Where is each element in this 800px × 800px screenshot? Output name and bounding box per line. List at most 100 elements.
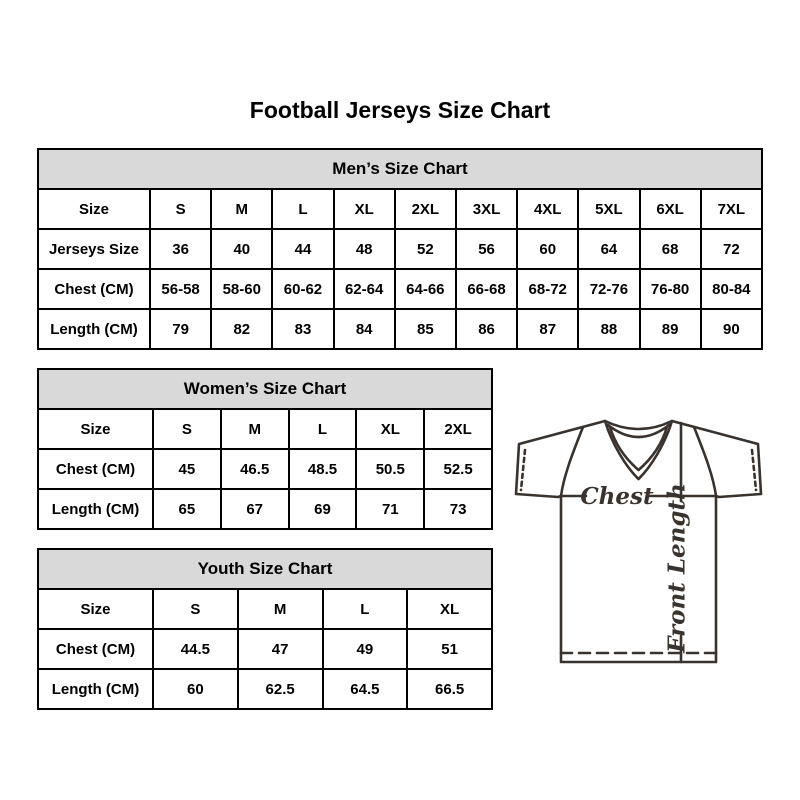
row-label: Length (CM) xyxy=(37,308,151,350)
jersey-measurement-diagram: Chest Front Length xyxy=(514,419,763,664)
value-cell: 58-60 xyxy=(210,268,274,310)
value-cell: 60 xyxy=(152,668,239,710)
value-cell: 45 xyxy=(152,448,222,490)
right-cuff-dashed-line xyxy=(750,448,758,492)
row-label: Chest (CM) xyxy=(37,628,154,670)
row-label: Chest (CM) xyxy=(37,268,151,310)
value-cell: 60 xyxy=(516,228,580,270)
youth-chest-row: Chest (CM) 44.5 47 49 51 xyxy=(37,628,493,670)
mens-size-row: Size S M L XL 2XL 3XL 4XL 5XL 6XL 7XL xyxy=(37,188,764,230)
value-cell: 51 xyxy=(406,628,493,670)
size-cell: S xyxy=(152,408,222,450)
size-cell: 7XL xyxy=(699,188,764,230)
left-cuff-dashed-line xyxy=(519,448,527,492)
value-cell: 84 xyxy=(332,308,396,350)
mens-chest-row: Chest (CM) 56-58 58-60 60-62 62-64 64-66… xyxy=(37,268,764,310)
value-cell: 80-84 xyxy=(699,268,764,310)
value-cell: 50.5 xyxy=(355,448,426,490)
value-cell: 86 xyxy=(454,308,519,350)
value-cell: 56-58 xyxy=(148,268,213,310)
value-cell: 52.5 xyxy=(423,448,493,490)
mens-size-table: Men’s Size Chart Size S M L XL 2XL 3XL 4… xyxy=(37,148,764,350)
value-cell: 62.5 xyxy=(236,668,324,710)
womens-header-row: Women’s Size Chart xyxy=(37,368,493,410)
value-cell: 44 xyxy=(271,228,335,270)
row-label: Size xyxy=(37,188,151,230)
mens-jerseys-size-row: Jerseys Size 36 40 44 48 52 56 60 64 68 … xyxy=(37,228,764,270)
value-cell: 72 xyxy=(699,228,764,270)
value-cell: 76-80 xyxy=(638,268,702,310)
size-cell: L xyxy=(271,188,335,230)
collar-inner-v xyxy=(608,425,669,472)
jersey-outline xyxy=(514,419,763,664)
size-cell: M xyxy=(210,188,274,230)
value-cell: 60-62 xyxy=(271,268,335,310)
row-label: Length (CM) xyxy=(37,668,154,710)
size-cell: 2XL xyxy=(423,408,493,450)
youth-size-row: Size S M L XL xyxy=(37,588,493,630)
value-cell: 79 xyxy=(148,308,213,350)
size-cell: M xyxy=(219,408,290,450)
size-cell: L xyxy=(287,408,358,450)
value-cell: 36 xyxy=(148,228,213,270)
value-cell: 66.5 xyxy=(406,668,493,710)
size-cell: 3XL xyxy=(454,188,519,230)
value-cell: 87 xyxy=(516,308,580,350)
size-cell: 5XL xyxy=(577,188,641,230)
size-cell: XL xyxy=(332,188,396,230)
mens-header-row: Men’s Size Chart xyxy=(37,148,763,190)
row-label: Size xyxy=(37,588,154,630)
size-cell: XL xyxy=(406,588,493,630)
value-cell: 47 xyxy=(236,628,324,670)
value-cell: 40 xyxy=(210,228,274,270)
value-cell: 66-68 xyxy=(454,268,519,310)
mens-length-row: Length (CM) 79 82 83 84 85 86 87 88 89 9… xyxy=(37,308,764,350)
size-cell: XL xyxy=(355,408,426,450)
womens-size-table: Women’s Size Chart Size S M L XL 2XL Che… xyxy=(37,368,493,530)
size-cell: 2XL xyxy=(393,188,457,230)
value-cell: 44.5 xyxy=(152,628,239,670)
size-cell: L xyxy=(321,588,409,630)
value-cell: 68-72 xyxy=(516,268,580,310)
value-cell: 68 xyxy=(638,228,702,270)
row-label: Length (CM) xyxy=(37,488,154,530)
row-label: Chest (CM) xyxy=(37,448,154,490)
value-cell: 69 xyxy=(287,488,358,530)
value-cell: 90 xyxy=(699,308,764,350)
left-sleeve-seam xyxy=(559,425,585,498)
size-cell: 4XL xyxy=(516,188,580,230)
value-cell: 73 xyxy=(423,488,493,530)
value-cell: 83 xyxy=(271,308,335,350)
womens-length-row: Length (CM) 65 67 69 71 73 xyxy=(37,488,493,530)
value-cell: 88 xyxy=(577,308,641,350)
value-cell: 72-76 xyxy=(577,268,641,310)
value-cell: 49 xyxy=(321,628,409,670)
value-cell: 48 xyxy=(332,228,396,270)
front-length-label: Front Length xyxy=(664,483,691,654)
value-cell: 89 xyxy=(638,308,702,350)
womens-chest-row: Chest (CM) 45 46.5 48.5 50.5 52.5 xyxy=(37,448,493,490)
chest-label: Chest xyxy=(580,483,654,510)
youth-header-row: Youth Size Chart xyxy=(37,548,493,590)
value-cell: 82 xyxy=(210,308,274,350)
value-cell: 64 xyxy=(577,228,641,270)
collar-outer-v xyxy=(603,419,674,481)
value-cell: 67 xyxy=(219,488,290,530)
value-cell: 64-66 xyxy=(393,268,457,310)
size-cell: M xyxy=(236,588,324,630)
value-cell: 48.5 xyxy=(287,448,358,490)
value-cell: 46.5 xyxy=(219,448,290,490)
size-cell: S xyxy=(152,588,239,630)
size-cell: S xyxy=(148,188,213,230)
value-cell: 52 xyxy=(393,228,457,270)
womens-size-row: Size S M L XL 2XL xyxy=(37,408,493,450)
mens-table-header: Men’s Size Chart xyxy=(37,148,763,190)
row-label: Jerseys Size xyxy=(37,228,151,270)
value-cell: 64.5 xyxy=(321,668,409,710)
youth-table-header: Youth Size Chart xyxy=(37,548,493,590)
collar-back-line xyxy=(606,423,671,439)
right-sleeve-seam xyxy=(692,425,718,498)
youth-length-row: Length (CM) 60 62.5 64.5 66.5 xyxy=(37,668,493,710)
value-cell: 62-64 xyxy=(332,268,396,310)
value-cell: 65 xyxy=(152,488,222,530)
